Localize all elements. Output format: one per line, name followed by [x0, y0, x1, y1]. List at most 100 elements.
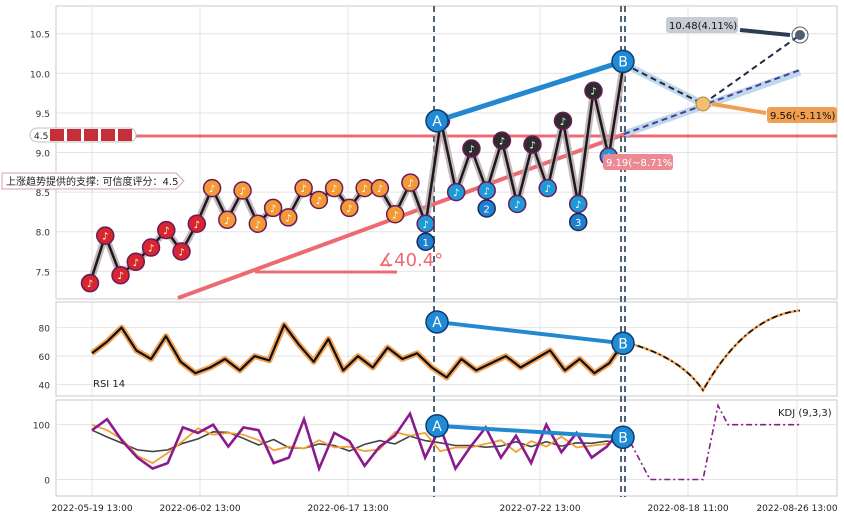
wave-number-marker — [416, 232, 435, 252]
kdj-projection — [623, 403, 800, 481]
wave-point — [126, 252, 146, 272]
wave-point — [370, 178, 390, 198]
pivot-label: A — [432, 114, 442, 130]
wave-point — [202, 178, 222, 198]
kdj-j-line — [91, 410, 624, 473]
wave-point-glyph: ♪ — [468, 145, 474, 156]
wave-point-glyph: ♪ — [331, 184, 337, 195]
wave-point — [553, 111, 573, 131]
support-text-tag: 上涨趋势提供的支撑: 可信度评分：4.5 — [1, 172, 185, 190]
x-tick-label: 2022-06-17 13:00 — [307, 504, 388, 514]
wave-point — [233, 181, 252, 200]
rsi-series-layer — [90, 309, 801, 393]
pivot-marker — [611, 49, 635, 74]
wave-number-marker — [568, 212, 588, 232]
angle-label: ∡40.4° — [378, 250, 443, 271]
wave-point — [446, 182, 466, 202]
wave-point-glyph: ♪ — [453, 188, 459, 199]
target-up-text: 10.48(4.11%) — [669, 21, 737, 32]
wave-point-glyph: ♪ — [148, 244, 154, 255]
wave-point — [309, 190, 329, 210]
wave-point-glyph: ♪ — [87, 279, 93, 290]
wave-point-glyph: ♪ — [163, 226, 169, 237]
wave-point-glyph: ♪ — [377, 184, 383, 195]
wave-point-glyph: ♪ — [285, 213, 291, 224]
wave-point-glyph: ♪ — [178, 247, 184, 258]
y-tick-label: 60 — [39, 353, 51, 363]
price-series-layer: ♪♪♪♪♪♪♪♪♪♪♪♪♪♪♪♪♪♪♪♪♪♪♪♪♪♪♪♪♪♪♪♪♪♪♪♪123 — [80, 52, 634, 293]
pivot-marker — [611, 331, 635, 356]
y-tick-label: 10.5 — [30, 31, 50, 41]
wave-point — [96, 226, 115, 245]
wave-point-glyph: ♪ — [270, 204, 276, 215]
target-label-mid: 9.56(-5.11%) — [695, 96, 837, 123]
wave-point-glyph: ♪ — [529, 141, 535, 152]
wave-point — [324, 178, 344, 198]
pivot-connector — [436, 319, 624, 346]
pivot-connector — [436, 59, 624, 124]
y-tick-label: 9.5 — [36, 110, 50, 120]
wave-point-glyph: ♪ — [117, 271, 123, 282]
x-tick-label: 2022-07-22 13:00 — [499, 504, 580, 514]
wave-point — [340, 198, 359, 218]
wave-point-glyph: ♪ — [194, 220, 200, 231]
pivot-label: A — [432, 419, 442, 435]
y-tick-label: 0 — [44, 477, 50, 487]
projection-dash-purple — [623, 69, 801, 135]
wave-point-glyph: ♪ — [133, 258, 139, 269]
wave-point-glyph: ♪ — [514, 200, 520, 211]
wave-point — [538, 178, 557, 198]
kdj-series-layer — [91, 403, 800, 481]
y-tick-label: 9.0 — [36, 150, 51, 160]
wave-point — [492, 131, 512, 150]
wave-point — [157, 220, 176, 240]
x-tick-label: 2022-08-26 13:00 — [756, 504, 837, 514]
pivot-label: B — [618, 430, 628, 446]
y-tick-label: 100 — [33, 422, 50, 432]
projection-dash-down — [623, 63, 704, 105]
y-tick-label: 10.0 — [30, 70, 50, 80]
target-mid-dot — [695, 96, 711, 112]
pivot-label: A — [432, 315, 442, 331]
pivot-layer: A B A B A B — [425, 49, 635, 450]
wave-point-glyph: ♪ — [560, 117, 566, 128]
wave-number-label: 1 — [422, 238, 428, 249]
wave-point — [477, 181, 496, 200]
wave-point-glyph: ♪ — [545, 184, 551, 195]
wave-point — [385, 205, 405, 224]
kdj-legend: KDJ (9,3,3) — [778, 408, 832, 419]
wave-point — [111, 265, 130, 285]
wave-point-glyph: ♪ — [422, 220, 428, 231]
y-tick-labels: 7.5 8.0 8.5 9.0 9.5 10.0 10.5 40 60 80 0 100 — [30, 31, 50, 487]
wave-point — [248, 214, 268, 234]
wave-number-label: 3 — [575, 218, 581, 229]
wave-point-glyph: ♪ — [361, 184, 367, 195]
pivot-label: B — [618, 54, 628, 70]
rsi-legend: RSI 14 — [93, 379, 125, 390]
wave-point — [279, 208, 298, 227]
kdj-d-line — [91, 429, 623, 453]
y-tick-label: 7.5 — [36, 268, 50, 278]
target-label-up: 10.48(4.11%) — [666, 17, 809, 44]
x-tick-label: 2022-05-19 13:00 — [51, 504, 132, 514]
pivot-marker — [425, 109, 449, 133]
wave-point-glyph: ♪ — [407, 179, 413, 190]
target-low-text: 9.19(~8.71%) — [606, 158, 676, 169]
support-text: 上涨趋势提供的支撑: 可信度评分：4.5 — [6, 175, 178, 188]
pivot-label: B — [618, 336, 628, 352]
wave-point-glyph: ♪ — [224, 216, 230, 227]
wave-point — [584, 81, 603, 100]
target-mid-text: 9.56(-5.11%) — [770, 111, 836, 122]
wave-point — [187, 214, 207, 234]
wave-number-label: 2 — [483, 205, 489, 216]
kdj-k-line — [91, 423, 623, 465]
wave-point — [80, 273, 100, 293]
y-tick-label: 80 — [39, 325, 51, 335]
wave-point-glyph: ♪ — [590, 87, 596, 98]
x-tick-labels: 2022-05-19 13:00 2022-06-02 13:00 2022-06-… — [51, 504, 837, 514]
wave-point — [523, 135, 542, 154]
wave-point — [568, 194, 588, 214]
x-tick-label: 2022-08-18 11:00 — [647, 504, 728, 514]
